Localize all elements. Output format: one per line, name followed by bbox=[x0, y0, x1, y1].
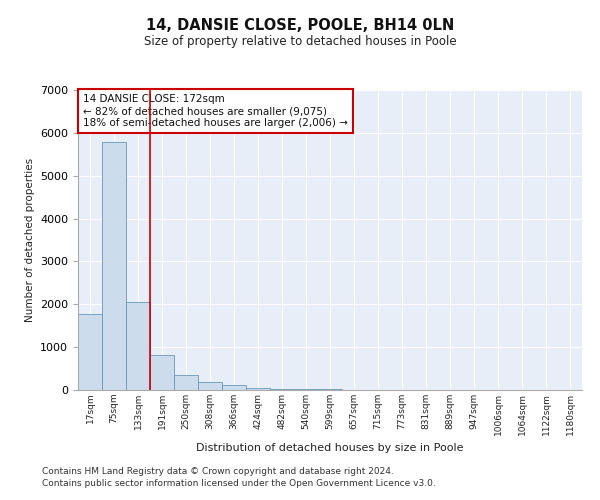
Text: Size of property relative to detached houses in Poole: Size of property relative to detached ho… bbox=[143, 35, 457, 48]
Bar bbox=[294, 389, 318, 390]
Y-axis label: Number of detached properties: Number of detached properties bbox=[25, 158, 35, 322]
Bar bbox=[102, 142, 126, 390]
Bar bbox=[150, 355, 174, 390]
Bar bbox=[270, 388, 294, 390]
Bar bbox=[174, 376, 198, 390]
Text: 14 DANSIE CLOSE: 172sqm
← 82% of detached houses are smaller (9,075)
18% of semi: 14 DANSIE CLOSE: 172sqm ← 82% of detache… bbox=[83, 94, 348, 128]
Text: 14, DANSIE CLOSE, POOLE, BH14 0LN: 14, DANSIE CLOSE, POOLE, BH14 0LN bbox=[146, 18, 454, 32]
X-axis label: Distribution of detached houses by size in Poole: Distribution of detached houses by size … bbox=[196, 443, 464, 453]
Bar bbox=[126, 302, 150, 390]
Bar bbox=[78, 314, 102, 390]
Bar bbox=[198, 382, 222, 390]
Text: Contains HM Land Registry data © Crown copyright and database right 2024.: Contains HM Land Registry data © Crown c… bbox=[42, 467, 394, 476]
Bar bbox=[246, 388, 270, 390]
Text: Contains public sector information licensed under the Open Government Licence v3: Contains public sector information licen… bbox=[42, 478, 436, 488]
Bar bbox=[222, 386, 246, 390]
